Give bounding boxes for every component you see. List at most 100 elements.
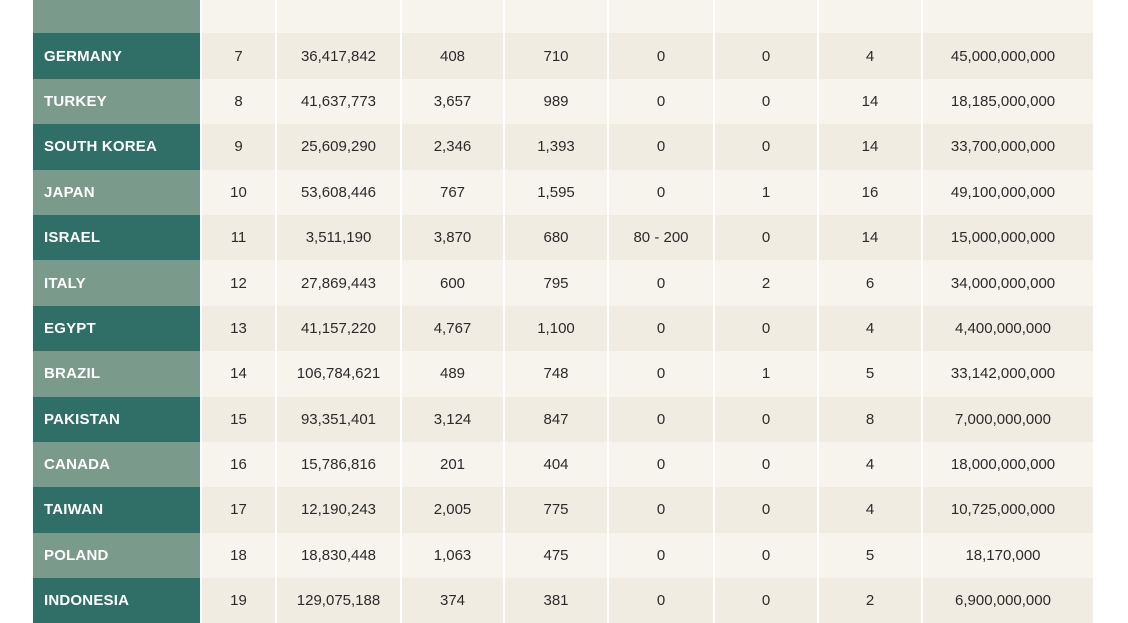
table-cell-rank: 14 — [202, 351, 277, 397]
table-cell-c4: 404 — [505, 441, 609, 488]
table-cell-c3: 3,870 — [402, 214, 505, 261]
table-cell-rank: 17 — [202, 487, 277, 533]
value-cells: 10 53,608,446 767 1,595 0 1 16 49,100,000,000 — [202, 169, 1093, 215]
country-name-cell: POLAND — [33, 532, 200, 579]
table-cell-c8: 4,400,000,000 — [955, 319, 1051, 337]
column-divider — [200, 33, 202, 79]
table-cell-c3: 4,767 — [402, 305, 505, 352]
country-name-cell: ISRAEL — [33, 214, 200, 261]
table-cell-c4: 989 — [505, 78, 609, 125]
table-cell-c2: 36,417,842 — [277, 33, 402, 79]
table-cell-c7: 4 — [819, 441, 923, 488]
table-cell-c5: 0 — [609, 260, 715, 306]
table-cell-rank: 16 — [202, 441, 277, 488]
table-row: TAIWAN 17 12,190,243 2,005 775 0 0 4 10,725,000,… — [33, 487, 1093, 533]
column-divider — [200, 532, 202, 579]
table-row: POLAND 18 18,830,448 1,063 475 0 0 5 18,170,000 — [33, 532, 1093, 579]
value-cells: 13 41,157,220 4,767 1,100 0 0 4 4,400,000,000 — [202, 305, 1093, 352]
column-divider — [200, 396, 202, 442]
table-cell-c4: 1,393 — [505, 124, 609, 170]
table-cell-c3: 3,124 — [402, 396, 505, 442]
column-divider — [200, 0, 202, 34]
column-divider — [200, 305, 202, 352]
table-cell-c6: 0 — [715, 396, 819, 442]
table-cell-c4: 795 — [505, 260, 609, 306]
table-row: CANADA 16 15,786,816 201 404 0 0 4 18,000,000,00… — [33, 441, 1093, 488]
table-cell-rank — [202, 0, 277, 34]
table-cell-c2 — [277, 0, 402, 34]
table-cell-c8: 15,000,000,000 — [950, 229, 1056, 247]
country-name-cell: EGYPT — [33, 305, 200, 352]
table-cell-c6: 0 — [715, 532, 819, 579]
value-cells: 12 27,869,443 600 795 0 2 6 34,000,000,000 — [202, 260, 1093, 306]
table-cell-rank: 10 — [202, 169, 277, 215]
table-cell-c6 — [715, 0, 819, 34]
table-cell-c6: 0 — [715, 124, 819, 170]
table-cell-c3 — [402, 0, 505, 34]
military-strength-table: GERMANY 7 36,417,842 408 710 0 0 4 45,000,000,00… — [33, 0, 1093, 623]
table-cell-c2: 18,830,448 — [277, 532, 402, 579]
table-cell-c8: 18,185,000,000 — [950, 92, 1056, 110]
value-cells: 16 15,786,816 201 404 0 0 4 18,000,000,000 — [202, 441, 1093, 488]
table-cell-c2: 41,637,773 — [277, 78, 402, 125]
value-cells: 15 93,351,401 3,124 847 0 0 8 7,000,000,000 — [202, 396, 1093, 442]
table-cell-c8: 10,725,000,000 — [950, 501, 1056, 519]
table-cell-c6: 2 — [715, 260, 819, 306]
column-divider — [200, 351, 202, 397]
table-cell-c7 — [819, 0, 923, 34]
table-cell-c4: 748 — [505, 351, 609, 397]
table-row: ISRAEL 11 3,511,190 3,870 680 80 - 200 0 14 15,0… — [33, 214, 1093, 261]
value-cells — [202, 0, 1093, 34]
column-divider — [200, 124, 202, 170]
table-cell-rank: 9 — [202, 124, 277, 170]
table-cell-c3: 767 — [402, 169, 505, 215]
table-cell-c8: 33,142,000,000 — [950, 365, 1056, 383]
value-cells: 14 106,784,621 489 748 0 1 5 33,142,000,000 — [202, 351, 1093, 397]
table-row: PAKISTAN 15 93,351,401 3,124 847 0 0 8 7,000,000… — [33, 396, 1093, 442]
table-cell-c5: 0 — [609, 351, 715, 397]
table-cell-rank: 8 — [202, 78, 277, 125]
table-row: EGYPT 13 41,157,220 4,767 1,100 0 0 4 4,400,000,… — [33, 305, 1093, 352]
table-cell-c6: 1 — [715, 169, 819, 215]
table-cell-c5: 80 - 200 — [609, 214, 715, 261]
table-cell-c2: 3,511,190 — [277, 214, 402, 261]
table-cell-c3: 3,657 — [402, 78, 505, 125]
country-name-cell: PAKISTAN — [33, 396, 200, 442]
table-cell-rank: 11 — [202, 214, 277, 261]
table-cell-c8: 18,000,000,000 — [950, 456, 1056, 474]
table-cell-rank: 15 — [202, 396, 277, 442]
country-name-cell: JAPAN — [33, 169, 200, 215]
table-cell-c6: 0 — [715, 33, 819, 79]
table-cell-c7: 6 — [819, 260, 923, 306]
table-row: ITALY 12 27,869,443 600 795 0 2 6 34,000,000,000 — [33, 260, 1093, 306]
table-cell-c2: 27,869,443 — [277, 260, 402, 306]
table-cell-c7: 14 — [819, 78, 923, 125]
table-cell-c2: 12,190,243 — [277, 487, 402, 533]
table-cell-rank: 18 — [202, 532, 277, 579]
table-cell-c7: 5 — [819, 532, 923, 579]
table-cell-rank: 13 — [202, 305, 277, 352]
column-divider — [200, 441, 202, 488]
table-cell-c7: 14 — [819, 124, 923, 170]
table-cell-c7: 5 — [819, 351, 923, 397]
table-cell-c6: 1 — [715, 351, 819, 397]
table-cell-c7: 4 — [819, 305, 923, 352]
table-cell-c6: 0 — [715, 305, 819, 352]
table-cell-rank: 19 — [202, 578, 277, 623]
column-divider — [200, 214, 202, 261]
value-cells: 18 18,830,448 1,063 475 0 0 5 18,170,000 — [202, 532, 1093, 579]
table-row: SOUTH KOREA 9 25,609,290 2,346 1,393 0 0 14 33,7… — [33, 124, 1093, 170]
country-name-cell: SOUTH KOREA — [33, 124, 200, 170]
table-row: JAPAN 10 53,608,446 767 1,595 0 1 16 49,100,000,… — [33, 169, 1093, 215]
table-cell-c7: 8 — [819, 396, 923, 442]
table-cell-c4: 847 — [505, 396, 609, 442]
table-cell-c3: 374 — [402, 578, 505, 623]
table-cell-c2: 106,784,621 — [277, 351, 402, 397]
table-cell-c4: 680 — [505, 214, 609, 261]
table-cell-c6: 0 — [715, 578, 819, 623]
table-cell-c7: 4 — [819, 33, 923, 79]
table-cell-c8: 7,000,000,000 — [955, 410, 1051, 428]
value-cells: 7 36,417,842 408 710 0 0 4 45,000,000,000 — [202, 33, 1093, 79]
country-name-cell: TAIWAN — [33, 487, 200, 533]
table-cell-c5 — [609, 0, 715, 34]
